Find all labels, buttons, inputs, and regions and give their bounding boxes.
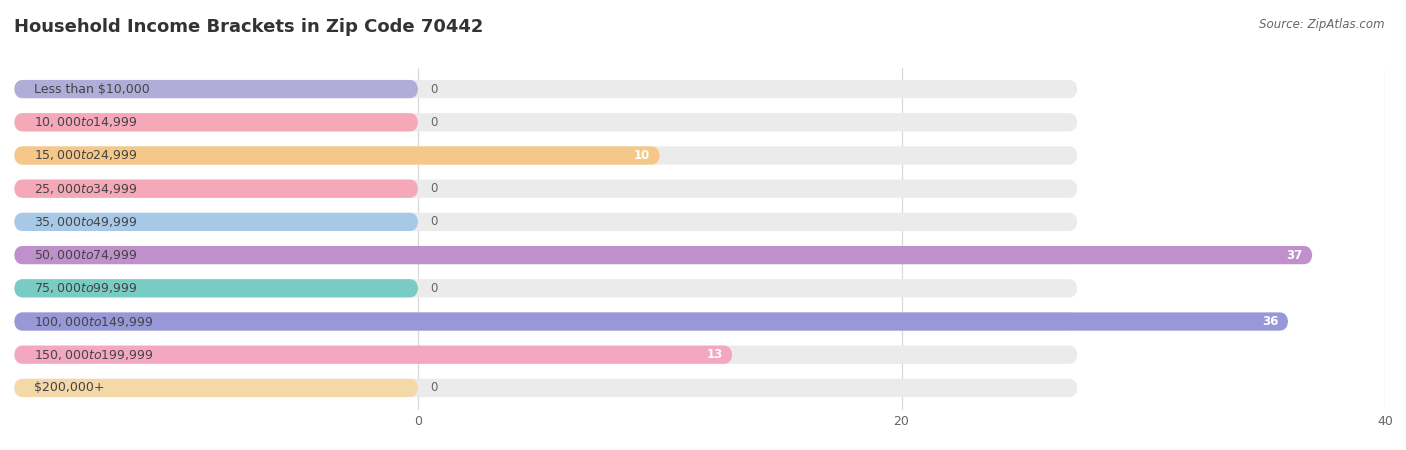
FancyBboxPatch shape [14, 312, 1077, 331]
Text: $10,000 to $14,999: $10,000 to $14,999 [34, 115, 138, 129]
FancyBboxPatch shape [14, 113, 1077, 131]
Text: $25,000 to $34,999: $25,000 to $34,999 [34, 182, 138, 196]
Text: 37: 37 [1286, 248, 1303, 261]
FancyBboxPatch shape [14, 379, 418, 397]
Text: $50,000 to $74,999: $50,000 to $74,999 [34, 248, 138, 262]
Text: 0: 0 [430, 116, 437, 129]
FancyBboxPatch shape [14, 80, 1077, 98]
Text: $200,000+: $200,000+ [34, 382, 105, 394]
FancyBboxPatch shape [14, 246, 1077, 264]
FancyBboxPatch shape [14, 146, 659, 165]
FancyBboxPatch shape [14, 180, 418, 198]
Text: $15,000 to $24,999: $15,000 to $24,999 [34, 148, 138, 162]
Text: 36: 36 [1263, 315, 1278, 328]
FancyBboxPatch shape [14, 279, 418, 297]
FancyBboxPatch shape [14, 80, 418, 98]
Text: $100,000 to $149,999: $100,000 to $149,999 [34, 315, 153, 328]
Text: Less than $10,000: Less than $10,000 [34, 83, 150, 95]
Text: 0: 0 [430, 382, 437, 394]
FancyBboxPatch shape [14, 213, 418, 231]
FancyBboxPatch shape [14, 346, 1077, 364]
FancyBboxPatch shape [14, 146, 1077, 165]
FancyBboxPatch shape [14, 346, 733, 364]
Text: 0: 0 [430, 282, 437, 295]
FancyBboxPatch shape [14, 312, 1288, 331]
FancyBboxPatch shape [14, 213, 1077, 231]
Text: $35,000 to $49,999: $35,000 to $49,999 [34, 215, 138, 229]
Text: $150,000 to $199,999: $150,000 to $199,999 [34, 348, 153, 362]
FancyBboxPatch shape [14, 279, 1077, 297]
Text: 0: 0 [430, 83, 437, 95]
Text: Source: ZipAtlas.com: Source: ZipAtlas.com [1260, 18, 1385, 31]
Text: 0: 0 [430, 182, 437, 195]
Text: $75,000 to $99,999: $75,000 to $99,999 [34, 281, 138, 295]
FancyBboxPatch shape [14, 379, 1077, 397]
Text: Household Income Brackets in Zip Code 70442: Household Income Brackets in Zip Code 70… [14, 18, 484, 36]
Text: 13: 13 [706, 348, 723, 361]
FancyBboxPatch shape [14, 113, 418, 131]
Text: 10: 10 [634, 149, 650, 162]
FancyBboxPatch shape [14, 180, 1077, 198]
Text: 0: 0 [430, 216, 437, 229]
FancyBboxPatch shape [14, 246, 1312, 264]
